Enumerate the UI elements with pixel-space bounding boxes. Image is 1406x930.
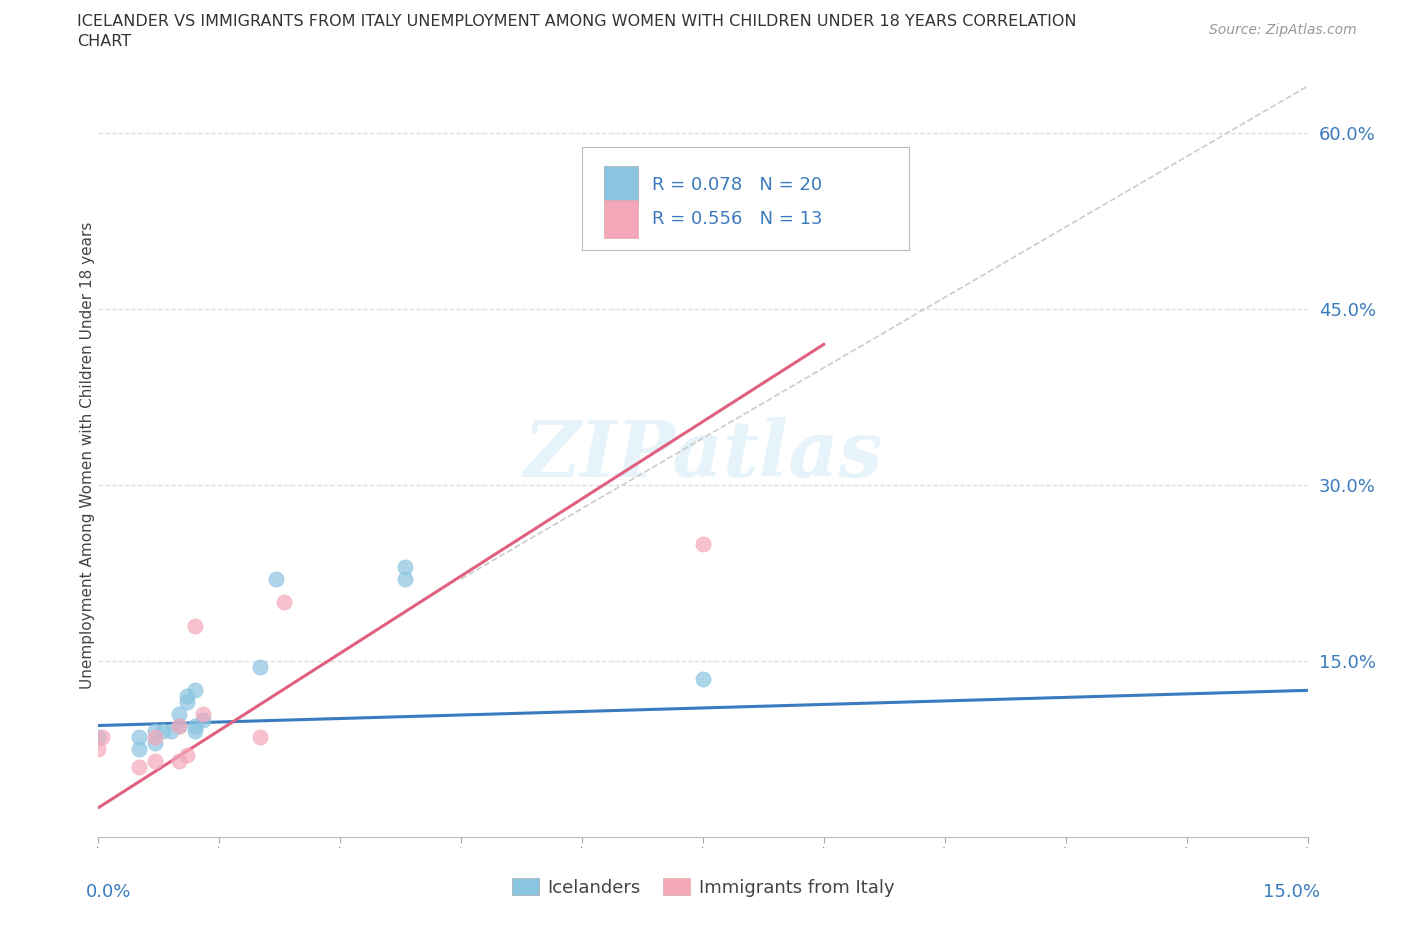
Legend: Icelanders, Immigrants from Italy: Icelanders, Immigrants from Italy: [512, 878, 894, 897]
Point: [143, 753, 166, 768]
FancyBboxPatch shape: [603, 200, 638, 238]
Text: Source: ZipAtlas.com: Source: ZipAtlas.com: [1209, 23, 1357, 37]
Point: [193, 712, 215, 727]
Point: [249, 659, 271, 674]
Point: [167, 707, 190, 722]
Point: [249, 730, 271, 745]
Point: [394, 560, 416, 575]
Y-axis label: Unemployment Among Women with Children Under 18 years: Unemployment Among Women with Children U…: [80, 222, 94, 689]
Point: [692, 537, 714, 551]
Point: [160, 724, 183, 738]
Point: [143, 736, 166, 751]
Point: [184, 618, 207, 633]
Point: [176, 695, 198, 710]
Point: [184, 683, 207, 698]
FancyBboxPatch shape: [603, 166, 638, 204]
Point: [87, 730, 110, 745]
Point: [264, 571, 287, 586]
FancyBboxPatch shape: [582, 147, 908, 250]
Point: [167, 753, 190, 768]
Text: 15.0%: 15.0%: [1263, 883, 1320, 901]
Point: [193, 707, 215, 722]
Point: [184, 718, 207, 733]
Text: R = 0.078   N = 20: R = 0.078 N = 20: [652, 176, 823, 194]
Text: R = 0.556   N = 13: R = 0.556 N = 13: [652, 210, 823, 228]
Point: [167, 718, 190, 733]
Text: ZIPatlas: ZIPatlas: [523, 418, 883, 494]
Point: [152, 724, 174, 738]
Point: [184, 724, 207, 738]
Text: ICELANDER VS IMMIGRANTS FROM ITALY UNEMPLOYMENT AMONG WOMEN WITH CHILDREN UNDER : ICELANDER VS IMMIGRANTS FROM ITALY UNEMP…: [77, 14, 1077, 29]
Point: [128, 741, 150, 756]
Point: [176, 748, 198, 763]
Point: [87, 741, 110, 756]
Point: [143, 724, 166, 738]
Point: [176, 689, 198, 704]
Point: [143, 730, 166, 745]
Point: [128, 730, 150, 745]
Point: [167, 718, 190, 733]
Text: CHART: CHART: [77, 34, 131, 49]
Point: [273, 595, 295, 610]
Point: [692, 671, 714, 686]
Point: [394, 571, 416, 586]
Point: [128, 759, 150, 774]
Point: [91, 730, 114, 745]
Text: 0.0%: 0.0%: [86, 883, 132, 901]
